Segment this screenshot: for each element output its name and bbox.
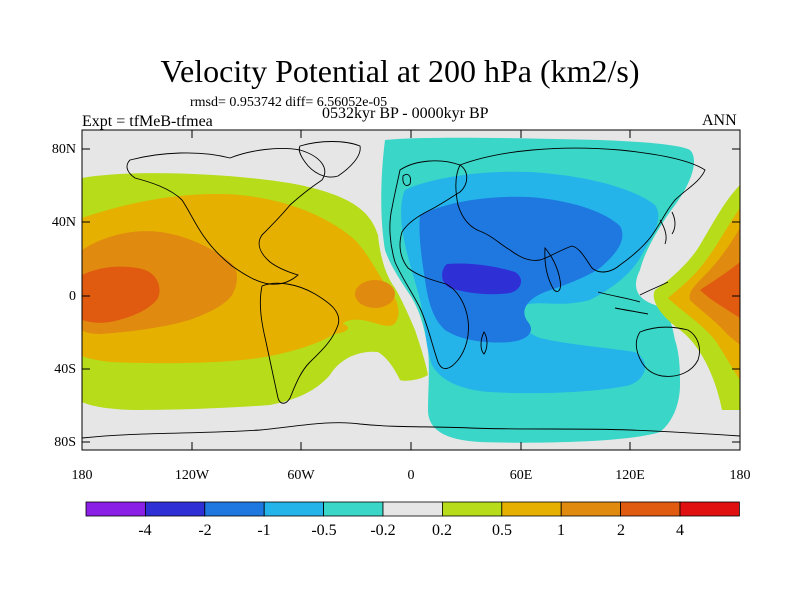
colorbar-box-9 [560,501,622,517]
lat-tick-label: 80N [51,142,76,157]
colorbar-box-5 [323,501,384,517]
colorbar-label: -2 [198,522,212,539]
australia-coast [635,326,700,377]
lon-tick-label: 60E [509,468,533,483]
north-america-coast [126,148,326,285]
lon-tick-label: 0 [407,468,415,483]
plot-title: Velocity Potential at 200 hPa (km2/s) [160,53,640,89]
madagascar-coast [480,331,488,355]
antarctica-coast [82,422,740,439]
contour-2-negative [442,263,522,295]
lat-tick-label: 40N [51,215,76,230]
japan-coast [659,211,676,245]
lat-tick-label: 80S [54,435,76,450]
lat-tick-label: 0 [69,289,76,304]
colorbar-box-2 [144,501,206,517]
europe-africa-coast [389,160,469,369]
colorbar-box-7 [441,501,503,517]
stats-line: rmsd= 0.953742 diff= 6.56052e-05 [190,95,388,110]
colorbar-box-4 [263,501,325,517]
coastlines [82,141,740,439]
colorbar-box-3 [204,501,265,517]
colorbar [85,501,740,517]
velocity-potential-field [82,137,740,443]
colorbar-label: 0.2 [432,522,452,539]
contour-1-negative [419,196,623,343]
colorbar-label: 4 [676,522,684,539]
uk-coast [402,173,411,187]
lon-tick-label: 180 [71,468,93,483]
colorbar-label: 0.5 [492,522,512,539]
lon-tick-label: 120W [174,468,210,483]
colorbar-box-6 [382,501,443,517]
colorbar-box-10 [620,501,681,517]
lon-tick-label: 120E [615,468,645,483]
asia-coast [455,147,706,273]
contour-2-positive-wpacific [700,262,740,318]
lat-tick-label: 40S [54,362,76,377]
colorbar-box-11 [679,501,740,517]
experiment-label: Expt = tfMeB-tfmea [82,113,213,130]
colorbar-label: -4 [138,522,152,539]
axis-ticks [81,130,741,450]
colorbar-label: -0.5 [311,522,337,539]
colorbar-box-1 [85,501,146,517]
period-label: 0532kyr BP - 0000kyr BP [322,105,489,122]
lon-tick-label: 180 [729,468,751,483]
lon-tick-label: 60W [287,468,315,483]
contour-2-positive [82,266,160,323]
india-coast [544,246,561,292]
contour-0.5-positive-atlantic [312,322,348,334]
colorbar-label: 1 [557,522,565,539]
greenland-coast [298,141,361,178]
colorbar-box-8 [501,501,562,517]
indonesia-coast [597,281,669,315]
colorbar-label: -1 [257,522,271,539]
colorbar-label: -0.2 [370,522,396,539]
contour-1-positive-atlantic [355,280,395,308]
colorbar-label: 2 [617,522,625,539]
south-america-coast [259,282,340,404]
season-label: ANN [702,112,737,129]
